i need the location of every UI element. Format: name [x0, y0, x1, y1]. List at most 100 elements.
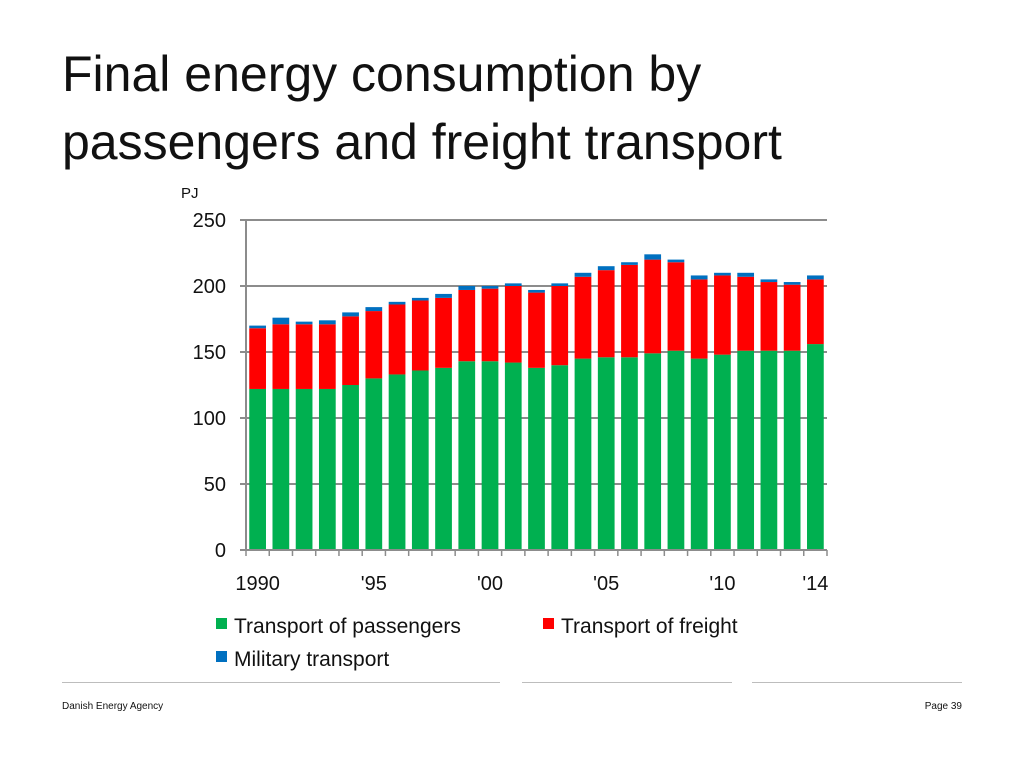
- bar-segment-freight: [644, 259, 662, 354]
- x-tick-label: 1990: [235, 573, 280, 595]
- footer-divider-2: [522, 682, 732, 683]
- x-tick-label: '14: [802, 573, 828, 595]
- bar-segment-military: [388, 301, 406, 305]
- y-tick-label: 250: [193, 210, 226, 232]
- bar-segment-freight: [807, 279, 824, 345]
- bar-segment-freight: [783, 284, 801, 351]
- bar-segment-freight: [365, 311, 383, 379]
- footer-agency: Danish Energy Agency: [62, 701, 164, 712]
- bar-segment-freight: [318, 324, 336, 389]
- bar-segment-military: [574, 272, 592, 277]
- bar-segment-freight: [295, 324, 313, 389]
- legend-label: Transport of freight: [561, 615, 738, 638]
- x-tick-label: '95: [361, 573, 387, 595]
- bar-segment-military: [295, 321, 313, 325]
- bar-segment-freight: [621, 264, 638, 358]
- x-tick-label: '00: [477, 573, 503, 595]
- bar-segment-passengers: [621, 357, 638, 550]
- bar-segment-military: [760, 279, 778, 283]
- x-tick-label: '05: [593, 573, 619, 595]
- bar-segment-passengers: [295, 388, 313, 550]
- bar-segment-freight: [760, 282, 778, 351]
- bar-segment-passengers: [318, 388, 336, 550]
- bar-segment-freight: [528, 292, 545, 368]
- bar-segment-military: [249, 325, 266, 329]
- bar-segment-freight: [504, 286, 522, 363]
- bar-segment-passengers: [388, 374, 406, 550]
- bar-segment-passengers: [411, 370, 429, 550]
- bar-segment-military: [458, 286, 476, 290]
- bar-segment-military: [597, 266, 615, 271]
- bar-segment-freight: [411, 300, 429, 371]
- bar-segment-military: [737, 272, 755, 277]
- bar-segment-passengers: [807, 344, 824, 550]
- bar-segment-military: [528, 289, 545, 293]
- bar-segment-military: [690, 275, 708, 280]
- bar-segment-freight: [435, 297, 452, 368]
- y-tick-label: 100: [193, 408, 226, 430]
- legend-label: Military transport: [234, 648, 389, 671]
- bar-segment-freight: [249, 328, 266, 389]
- footer-divider-3: [752, 682, 962, 683]
- bar-segment-passengers: [365, 378, 383, 550]
- bar-segment-passengers: [667, 350, 685, 550]
- bar-segment-passengers: [690, 358, 708, 550]
- bar-segment-military: [342, 312, 359, 317]
- bar-segment-passengers: [644, 353, 662, 550]
- bar-segment-military: [504, 283, 522, 286]
- bar-segment-passengers: [551, 365, 569, 550]
- bar-segment-freight: [574, 276, 592, 359]
- bar-segment-military: [667, 259, 685, 263]
- bar-segment-passengers: [481, 361, 499, 550]
- slide-title-line-2: passengers and freight transport: [62, 114, 782, 170]
- slide-title-line-1: Final energy consumption by: [62, 46, 702, 102]
- bar-segment-freight: [690, 279, 708, 359]
- bar-segment-military: [621, 262, 638, 265]
- y-tick-label: 150: [193, 342, 226, 364]
- bar-segment-passengers: [737, 350, 755, 550]
- bar-segment-military: [783, 282, 801, 285]
- bar-segment-passengers: [714, 354, 731, 550]
- bar-segment-military: [807, 275, 824, 280]
- bar-segment-passengers: [249, 388, 266, 550]
- bar-segment-freight: [388, 304, 406, 375]
- bar-segment-military: [272, 317, 290, 325]
- bar-segment-passengers: [597, 357, 615, 550]
- legend-label: Transport of passengers: [234, 615, 461, 638]
- bar-segment-passengers: [342, 385, 359, 550]
- footer-divider-1: [62, 682, 500, 683]
- bar-segment-military: [411, 297, 429, 301]
- bar-segment-passengers: [528, 367, 545, 550]
- slide-title: Final energy consumption by passengers a…: [62, 40, 782, 176]
- bar-segment-freight: [597, 270, 615, 358]
- bar-segment-military: [318, 320, 336, 325]
- bar-segment-passengers: [574, 358, 592, 550]
- legend-swatch-freight: [543, 618, 554, 629]
- bar-segment-passengers: [504, 362, 522, 550]
- bar-segment-passengers: [458, 361, 476, 550]
- bar-segment-passengers: [272, 388, 290, 550]
- footer-page-number: Page 39: [924, 701, 962, 712]
- bar-segment-military: [435, 293, 452, 298]
- bar-segment-passengers: [435, 367, 452, 550]
- legend-swatch-military: [216, 651, 227, 662]
- bar-segment-military: [551, 283, 569, 286]
- bar-segment-military: [481, 286, 499, 289]
- bar-segment-freight: [342, 316, 359, 385]
- y-tick-label: 50: [204, 474, 226, 496]
- x-tick-label: '10: [709, 573, 735, 595]
- bar-segment-freight: [551, 286, 569, 366]
- y-tick-label: 200: [193, 276, 226, 298]
- bar-segment-freight: [481, 288, 499, 362]
- bar-segment-military: [644, 254, 662, 260]
- bar-segment-freight: [458, 289, 476, 362]
- bar-segment-passengers: [760, 350, 778, 550]
- bar-segment-freight: [667, 262, 685, 351]
- bar-segment-passengers: [783, 350, 801, 550]
- legend-swatch-passengers: [216, 618, 227, 629]
- bar-segment-military: [365, 307, 383, 312]
- bar-segment-freight: [737, 276, 755, 351]
- bar-segment-military: [714, 272, 731, 276]
- bar-segment-freight: [714, 275, 731, 355]
